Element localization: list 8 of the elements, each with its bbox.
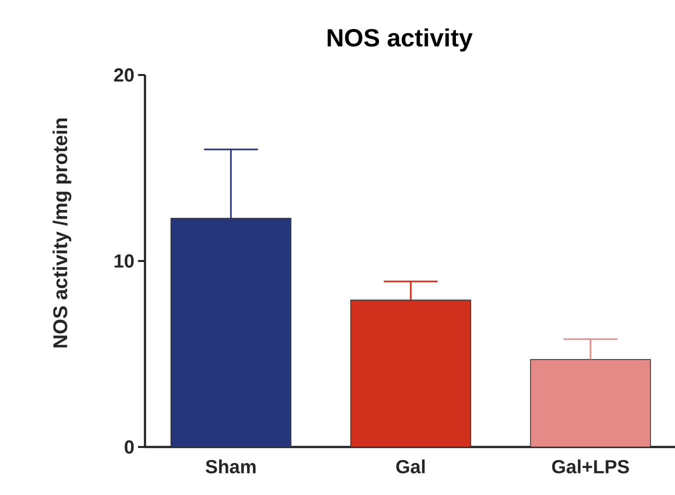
y-tick-label: 10 (114, 254, 134, 268)
chart-title: NOS activity (328, 28, 473, 52)
y-axis-title: NOS activity /mg protein (52, 118, 72, 348)
y-tick-label: 0 (124, 440, 134, 454)
x-tick-label: Sham (206, 459, 256, 474)
x-tick-label: Gal (396, 459, 425, 474)
y-tick-label: 20 (114, 68, 134, 82)
x-tick-label: Gal+LPS (552, 459, 629, 474)
